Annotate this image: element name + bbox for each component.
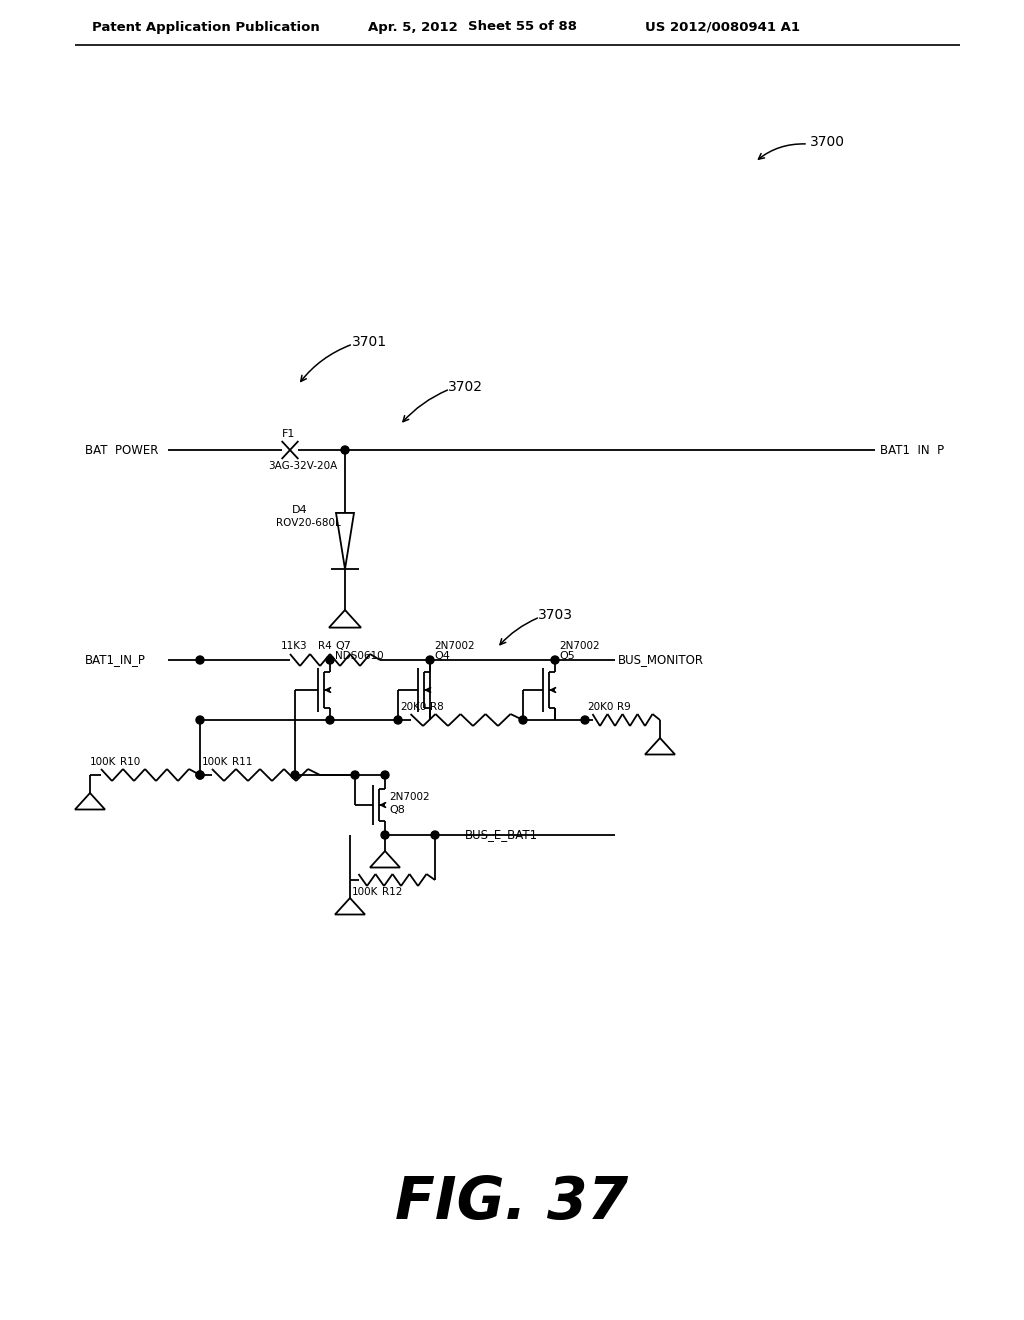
Polygon shape bbox=[336, 513, 354, 569]
Text: 20K0: 20K0 bbox=[587, 702, 613, 711]
Circle shape bbox=[426, 656, 434, 664]
Text: BAT1  IN  P: BAT1 IN P bbox=[880, 444, 944, 457]
Text: 2N7002: 2N7002 bbox=[559, 642, 600, 651]
Text: R10: R10 bbox=[120, 756, 140, 767]
Text: 3703: 3703 bbox=[538, 609, 573, 622]
Text: 3AG-32V-20A: 3AG-32V-20A bbox=[268, 461, 337, 471]
Text: BUS_MONITOR: BUS_MONITOR bbox=[618, 653, 705, 667]
Text: US 2012/0080941 A1: US 2012/0080941 A1 bbox=[645, 21, 800, 33]
Circle shape bbox=[581, 715, 589, 723]
Text: 20K0: 20K0 bbox=[400, 702, 426, 711]
Text: 11K3: 11K3 bbox=[281, 642, 307, 651]
Text: R11: R11 bbox=[232, 756, 252, 767]
Circle shape bbox=[326, 656, 334, 664]
Text: BAT1_IN_P: BAT1_IN_P bbox=[85, 653, 145, 667]
Text: 3700: 3700 bbox=[810, 135, 845, 149]
Circle shape bbox=[394, 715, 402, 723]
Text: Apr. 5, 2012: Apr. 5, 2012 bbox=[368, 21, 458, 33]
Circle shape bbox=[431, 832, 439, 840]
Text: 100K: 100K bbox=[90, 756, 117, 767]
Circle shape bbox=[551, 656, 559, 664]
Circle shape bbox=[381, 832, 389, 840]
Circle shape bbox=[341, 446, 349, 454]
Text: Q4: Q4 bbox=[434, 651, 450, 661]
Text: BAT  POWER: BAT POWER bbox=[85, 444, 159, 457]
Circle shape bbox=[519, 715, 527, 723]
Text: ROV20-680L: ROV20-680L bbox=[276, 517, 341, 528]
Text: 2N7002: 2N7002 bbox=[434, 642, 475, 651]
Text: 2N7002: 2N7002 bbox=[389, 792, 430, 803]
Text: Q7: Q7 bbox=[335, 642, 351, 651]
Text: D4: D4 bbox=[292, 506, 307, 515]
Text: BUS_E_BAT1: BUS_E_BAT1 bbox=[465, 829, 539, 842]
Circle shape bbox=[351, 771, 359, 779]
Text: R8: R8 bbox=[430, 702, 443, 711]
Text: 3701: 3701 bbox=[352, 335, 387, 348]
Circle shape bbox=[196, 771, 204, 779]
Circle shape bbox=[196, 771, 204, 779]
Text: 100K: 100K bbox=[202, 756, 228, 767]
Circle shape bbox=[196, 715, 204, 723]
Text: R12: R12 bbox=[382, 887, 402, 898]
Text: NDS0610: NDS0610 bbox=[335, 651, 384, 661]
Circle shape bbox=[326, 715, 334, 723]
Text: R4: R4 bbox=[318, 642, 332, 651]
Text: R9: R9 bbox=[617, 702, 631, 711]
Circle shape bbox=[196, 656, 204, 664]
Circle shape bbox=[291, 771, 299, 779]
Text: FIG. 37: FIG. 37 bbox=[395, 1173, 629, 1230]
Text: Q8: Q8 bbox=[389, 805, 404, 814]
Text: 100K: 100K bbox=[352, 887, 379, 898]
Text: Patent Application Publication: Patent Application Publication bbox=[92, 21, 319, 33]
Circle shape bbox=[381, 771, 389, 779]
Text: Q5: Q5 bbox=[559, 651, 574, 661]
Text: F1: F1 bbox=[282, 429, 295, 440]
Text: Sheet 55 of 88: Sheet 55 of 88 bbox=[468, 21, 577, 33]
Text: 3702: 3702 bbox=[449, 380, 483, 393]
